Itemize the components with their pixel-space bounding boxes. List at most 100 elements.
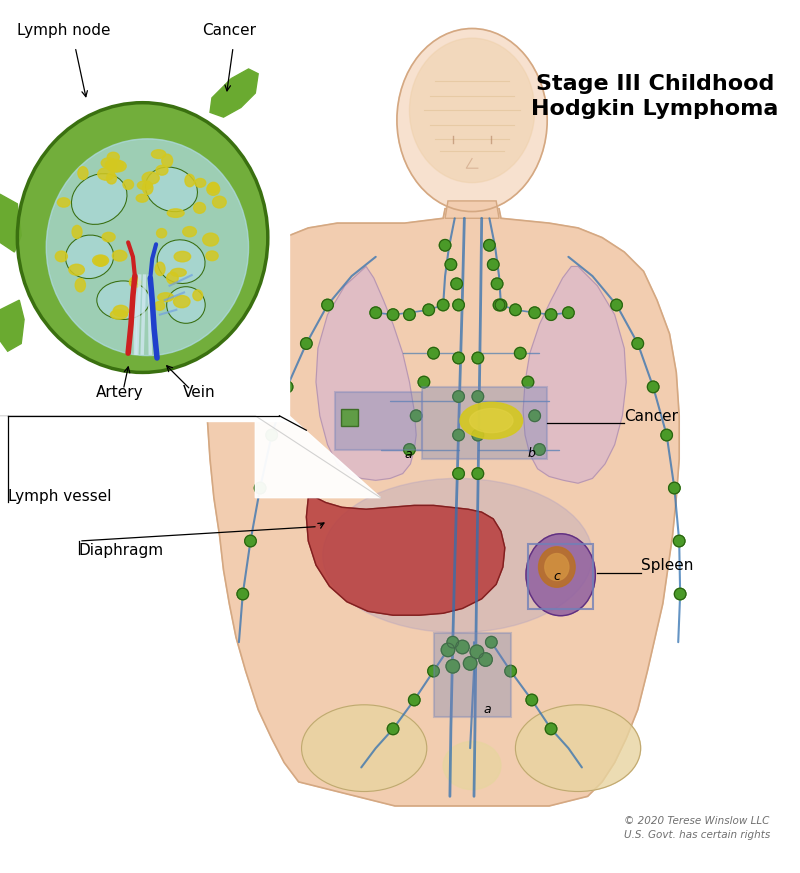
Ellipse shape	[158, 292, 174, 301]
Ellipse shape	[142, 172, 159, 184]
Circle shape	[546, 723, 557, 735]
Ellipse shape	[110, 310, 127, 320]
Circle shape	[445, 258, 457, 271]
Circle shape	[463, 656, 477, 670]
Circle shape	[510, 304, 521, 316]
Circle shape	[487, 258, 499, 271]
Ellipse shape	[538, 546, 575, 588]
Ellipse shape	[166, 286, 206, 323]
Polygon shape	[306, 498, 505, 615]
Ellipse shape	[156, 165, 168, 175]
FancyBboxPatch shape	[0, 16, 289, 421]
Circle shape	[486, 636, 497, 648]
Circle shape	[453, 352, 464, 364]
Ellipse shape	[202, 233, 218, 246]
Ellipse shape	[107, 152, 119, 162]
Circle shape	[446, 659, 459, 673]
Circle shape	[301, 338, 312, 349]
Circle shape	[669, 482, 680, 494]
Circle shape	[647, 382, 659, 393]
Circle shape	[484, 239, 495, 251]
Ellipse shape	[170, 268, 186, 277]
Text: Lymph node: Lymph node	[18, 24, 111, 38]
Ellipse shape	[162, 155, 173, 167]
Ellipse shape	[71, 174, 127, 224]
Ellipse shape	[182, 227, 197, 237]
Text: Stage III Childhood
Hodgkin Lymphoma: Stage III Childhood Hodgkin Lymphoma	[531, 74, 778, 119]
Ellipse shape	[151, 150, 166, 158]
Polygon shape	[207, 205, 679, 806]
Circle shape	[266, 430, 278, 441]
Circle shape	[237, 588, 249, 600]
Circle shape	[546, 309, 557, 320]
Circle shape	[453, 468, 464, 479]
Ellipse shape	[185, 175, 194, 187]
Circle shape	[495, 299, 506, 311]
Circle shape	[245, 535, 256, 546]
Ellipse shape	[69, 265, 84, 275]
Circle shape	[472, 430, 484, 441]
Circle shape	[387, 723, 399, 735]
Circle shape	[451, 278, 462, 290]
Ellipse shape	[397, 29, 547, 211]
Ellipse shape	[470, 409, 513, 433]
Circle shape	[442, 643, 454, 656]
Circle shape	[529, 307, 541, 319]
Circle shape	[282, 382, 293, 393]
Ellipse shape	[106, 173, 117, 184]
Circle shape	[404, 309, 415, 320]
Circle shape	[438, 299, 449, 311]
Text: Diaphragm: Diaphragm	[79, 544, 164, 559]
Text: Spleen: Spleen	[641, 558, 693, 573]
Polygon shape	[0, 300, 24, 351]
Ellipse shape	[78, 167, 88, 180]
Polygon shape	[210, 69, 258, 117]
Ellipse shape	[213, 196, 226, 208]
Ellipse shape	[146, 167, 198, 211]
Ellipse shape	[102, 232, 115, 242]
Circle shape	[322, 299, 334, 311]
Circle shape	[534, 443, 546, 456]
Circle shape	[522, 376, 534, 388]
Circle shape	[514, 347, 526, 359]
Circle shape	[428, 347, 439, 359]
Ellipse shape	[113, 306, 129, 317]
Circle shape	[562, 307, 574, 319]
Text: a: a	[484, 703, 491, 716]
Polygon shape	[0, 194, 21, 252]
Ellipse shape	[93, 255, 109, 266]
Ellipse shape	[154, 301, 165, 310]
Circle shape	[674, 588, 686, 600]
Polygon shape	[255, 416, 381, 498]
Ellipse shape	[97, 281, 150, 320]
Ellipse shape	[460, 402, 522, 439]
Circle shape	[439, 239, 451, 251]
Ellipse shape	[515, 705, 641, 792]
Ellipse shape	[155, 262, 165, 276]
Circle shape	[387, 309, 399, 320]
Circle shape	[610, 299, 622, 311]
FancyBboxPatch shape	[335, 392, 422, 450]
Text: Lymph vessel: Lymph vessel	[8, 489, 111, 504]
Circle shape	[254, 482, 266, 494]
Circle shape	[674, 535, 685, 546]
Circle shape	[453, 299, 464, 311]
Ellipse shape	[157, 229, 166, 237]
Ellipse shape	[142, 182, 153, 195]
Text: © 2020 Terese Winslow LLC
U.S. Govt. has certain rights: © 2020 Terese Winslow LLC U.S. Govt. has…	[624, 816, 770, 840]
Ellipse shape	[208, 182, 218, 193]
Ellipse shape	[138, 181, 152, 189]
Ellipse shape	[410, 38, 534, 182]
Text: Vein: Vein	[183, 384, 216, 400]
Circle shape	[472, 391, 484, 402]
Ellipse shape	[58, 198, 70, 207]
Ellipse shape	[46, 139, 249, 355]
Circle shape	[418, 376, 430, 388]
Text: a: a	[405, 448, 412, 461]
Circle shape	[505, 665, 516, 677]
Circle shape	[470, 645, 484, 658]
Polygon shape	[523, 266, 626, 484]
Circle shape	[661, 430, 673, 441]
Circle shape	[447, 636, 458, 648]
Ellipse shape	[123, 180, 134, 189]
